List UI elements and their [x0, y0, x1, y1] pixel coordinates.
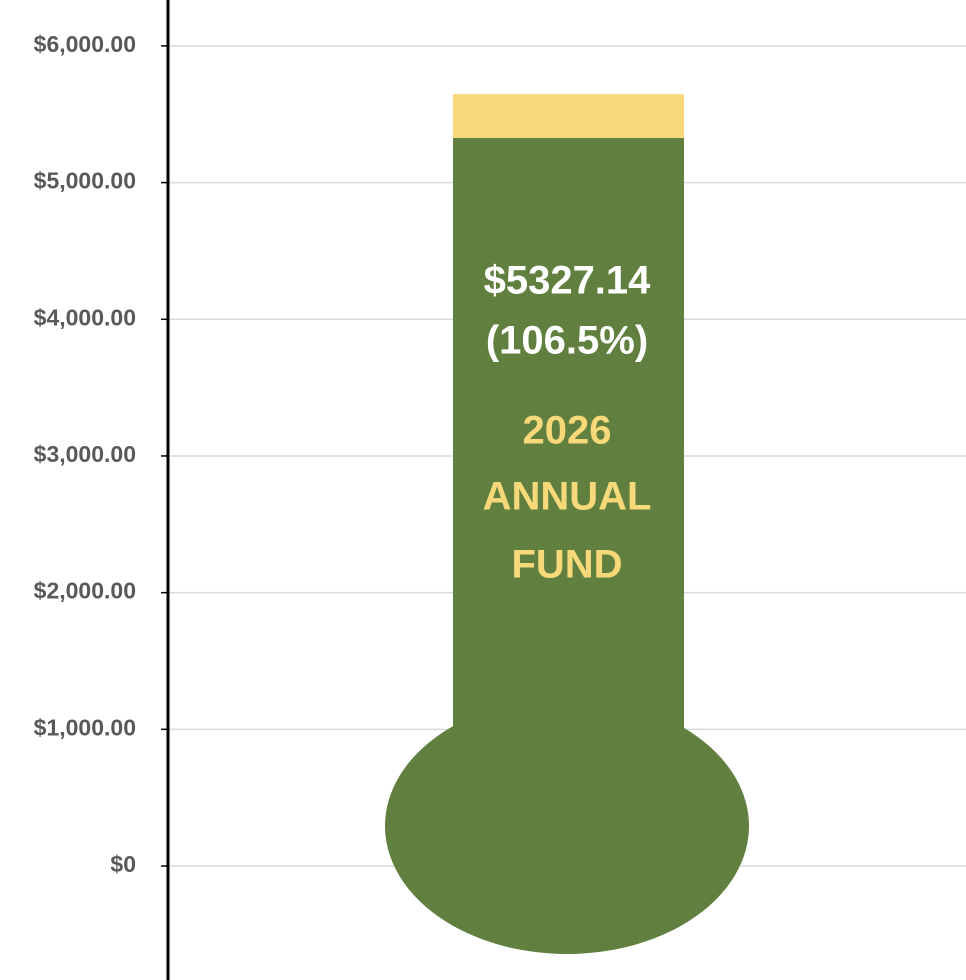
- y-tick-label: $6,000.00: [34, 31, 136, 57]
- y-tick-label: $2,000.00: [34, 578, 136, 604]
- title-line: ANNUAL: [483, 475, 652, 519]
- bar-segment: [453, 137, 684, 867]
- bars: [453, 94, 684, 867]
- title-line: 2026: [523, 409, 612, 453]
- bar-segment: [453, 94, 684, 138]
- y-tick-label: $4,000.00: [34, 304, 136, 330]
- y-tick-label: $5,000.00: [34, 168, 136, 194]
- y-tick-label: $1,000.00: [34, 714, 136, 740]
- y-tick-label: $0: [110, 851, 136, 877]
- title-line: FUND: [511, 543, 622, 587]
- percent-label: (106.5%): [486, 319, 648, 363]
- y-tick-label: $3,000.00: [34, 441, 136, 467]
- value-label: $5327.14: [484, 259, 652, 303]
